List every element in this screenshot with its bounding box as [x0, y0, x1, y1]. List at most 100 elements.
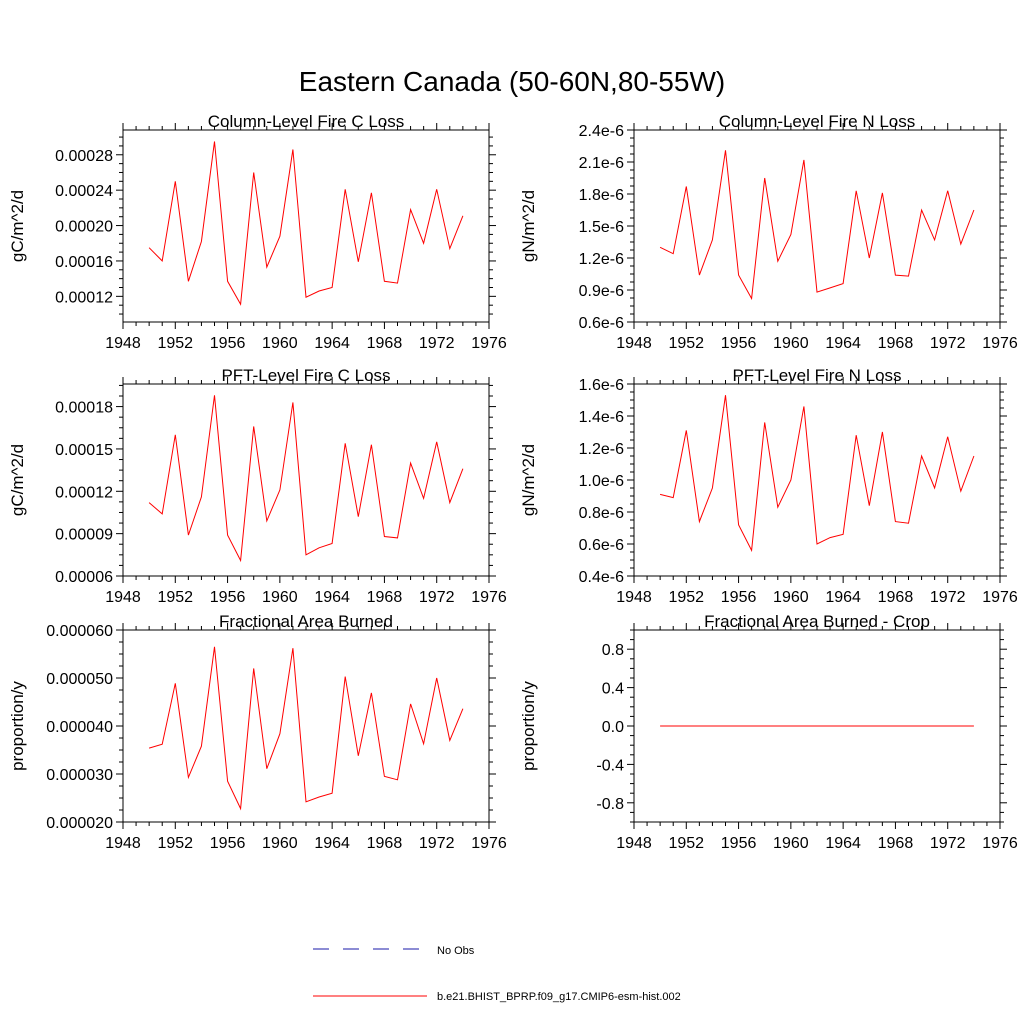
legend-obs-label: No Obs	[437, 945, 475, 957]
chart-title: Column-Level Fire N Loss	[719, 112, 916, 131]
x-tick-label: 1972	[419, 835, 455, 852]
y-tick-label: 1.2e-6	[579, 251, 624, 268]
x-tick-label: 1968	[367, 589, 403, 606]
y-tick-label: 2.4e-6	[579, 123, 624, 140]
chart-title: Fractional Area Burned	[219, 612, 393, 631]
x-tick-label: 1972	[930, 835, 966, 852]
y-tick-label: 0.00018	[55, 400, 113, 417]
x-tick-label: 1956	[210, 835, 246, 852]
x-tick-label: 1956	[721, 589, 757, 606]
legend-model-label: b.e21.BHIST_BPRP.f09_g17.CMIP6-esm-hist.…	[437, 991, 681, 1003]
chart-title: Column-Level Fire C Loss	[208, 112, 405, 131]
x-tick-label: 1972	[419, 589, 455, 606]
y-tick-label: 0.4e-6	[579, 569, 624, 586]
y-tick-label: 1.0e-6	[579, 473, 624, 490]
plot-frame	[633, 383, 1001, 577]
x-tick-label: 1948	[616, 835, 652, 852]
series-line	[148, 141, 464, 306]
y-tick-label: 0.00024	[55, 183, 113, 200]
y-axis-label: proportion/y	[8, 681, 27, 771]
y-tick-label: -0.4	[596, 757, 624, 774]
x-tick-label: 1956	[210, 335, 246, 352]
x-tick-label: 1952	[157, 335, 193, 352]
x-tick-label: 1964	[825, 335, 861, 352]
x-tick-label: 1952	[157, 835, 193, 852]
x-tick-label: 1976	[982, 835, 1018, 852]
plot-frame	[122, 629, 490, 823]
plot-frame	[122, 383, 490, 577]
y-tick-label: 0.9e-6	[579, 283, 624, 300]
x-tick-label: 1976	[471, 589, 507, 606]
x-tick-label: 1952	[668, 335, 704, 352]
figure-title: Eastern Canada (50-60N,80-55W)	[299, 66, 725, 97]
x-tick-label: 1968	[878, 835, 914, 852]
y-tick-label: 0.4	[602, 681, 624, 698]
y-tick-label: 0.00012	[55, 289, 113, 306]
y-tick-label: 0.00009	[55, 527, 113, 544]
y-tick-label: 1.4e-6	[579, 409, 624, 426]
x-tick-label: 1964	[825, 589, 861, 606]
y-tick-label: 1.2e-6	[579, 441, 624, 458]
x-tick-label: 1960	[262, 835, 298, 852]
y-tick-label: 2.1e-6	[579, 155, 624, 172]
y-tick-label: 0.6e-6	[579, 315, 624, 332]
x-tick-label: 1960	[262, 335, 298, 352]
y-axis-label: proportion/y	[519, 681, 538, 771]
chart-panel: PFT-Level Fire C Loss gC/m^2/d 1948 1952 195…	[8, 366, 507, 606]
chart-title: Fractional Area Burned - Crop	[704, 612, 930, 631]
y-tick-label: 0.0	[602, 719, 624, 736]
x-tick-label: 1964	[314, 589, 350, 606]
x-tick-label: 1972	[930, 589, 966, 606]
y-tick-label: 1.8e-6	[579, 187, 624, 204]
series-line	[659, 395, 975, 553]
y-tick-label: 0.000030	[46, 767, 113, 784]
x-tick-label: 1976	[471, 335, 507, 352]
x-tick-label: 1956	[721, 335, 757, 352]
y-tick-label: 0.8e-6	[579, 505, 624, 522]
y-tick-label: 0.00016	[55, 254, 113, 271]
x-tick-label: 1960	[773, 835, 809, 852]
legend: No Obs b.e21.BHIST_BPRP.f09_g17.CMIP6-es…	[313, 945, 681, 1003]
panel-grid: Column-Level Fire C Loss gC/m^2/d 1948 1952…	[8, 112, 1018, 852]
x-tick-label: 1960	[262, 589, 298, 606]
y-tick-label: 0.000020	[46, 815, 113, 832]
chart-panel: Column-Level Fire N Loss gN/m^2/d 1948 1952…	[519, 112, 1018, 352]
y-tick-label: 0.000050	[46, 671, 113, 688]
chart-panel: Fractional Area Burned - Crop proportion/…	[519, 612, 1018, 852]
y-tick-label: 0.00012	[55, 484, 113, 501]
x-tick-label: 1972	[930, 335, 966, 352]
x-tick-label: 1948	[616, 589, 652, 606]
x-tick-label: 1964	[314, 835, 350, 852]
y-tick-label: 0.00020	[55, 219, 113, 236]
y-tick-label: 0.8	[602, 642, 624, 659]
x-tick-label: 1964	[314, 335, 350, 352]
series-line	[148, 395, 464, 563]
x-tick-label: 1952	[668, 835, 704, 852]
x-tick-label: 1968	[878, 335, 914, 352]
x-tick-label: 1948	[105, 835, 141, 852]
plot-frame	[633, 129, 1001, 323]
x-tick-label: 1964	[825, 835, 861, 852]
chart-panel: Fractional Area Burned proportion/y 1948 19…	[8, 612, 507, 852]
y-axis-label: gN/m^2/d	[519, 190, 538, 262]
y-axis-label: gN/m^2/d	[519, 444, 538, 516]
y-tick-label: 1.5e-6	[579, 219, 624, 236]
x-tick-label: 1976	[982, 589, 1018, 606]
y-tick-label: 0.00006	[55, 569, 113, 586]
y-tick-label: 0.000060	[46, 623, 113, 640]
x-tick-label: 1952	[157, 589, 193, 606]
x-tick-label: 1956	[210, 589, 246, 606]
chart-panel: PFT-Level Fire N Loss gN/m^2/d 1948 1952 195…	[519, 366, 1018, 606]
x-tick-label: 1976	[471, 835, 507, 852]
y-tick-label: 0.00028	[55, 148, 113, 165]
x-tick-label: 1948	[616, 335, 652, 352]
x-tick-label: 1956	[721, 835, 757, 852]
x-tick-label: 1976	[982, 335, 1018, 352]
series-line	[659, 150, 975, 301]
x-tick-label: 1948	[105, 335, 141, 352]
x-tick-label: 1972	[419, 335, 455, 352]
x-tick-label: 1968	[878, 589, 914, 606]
x-tick-label: 1968	[367, 335, 403, 352]
x-tick-label: 1960	[773, 589, 809, 606]
